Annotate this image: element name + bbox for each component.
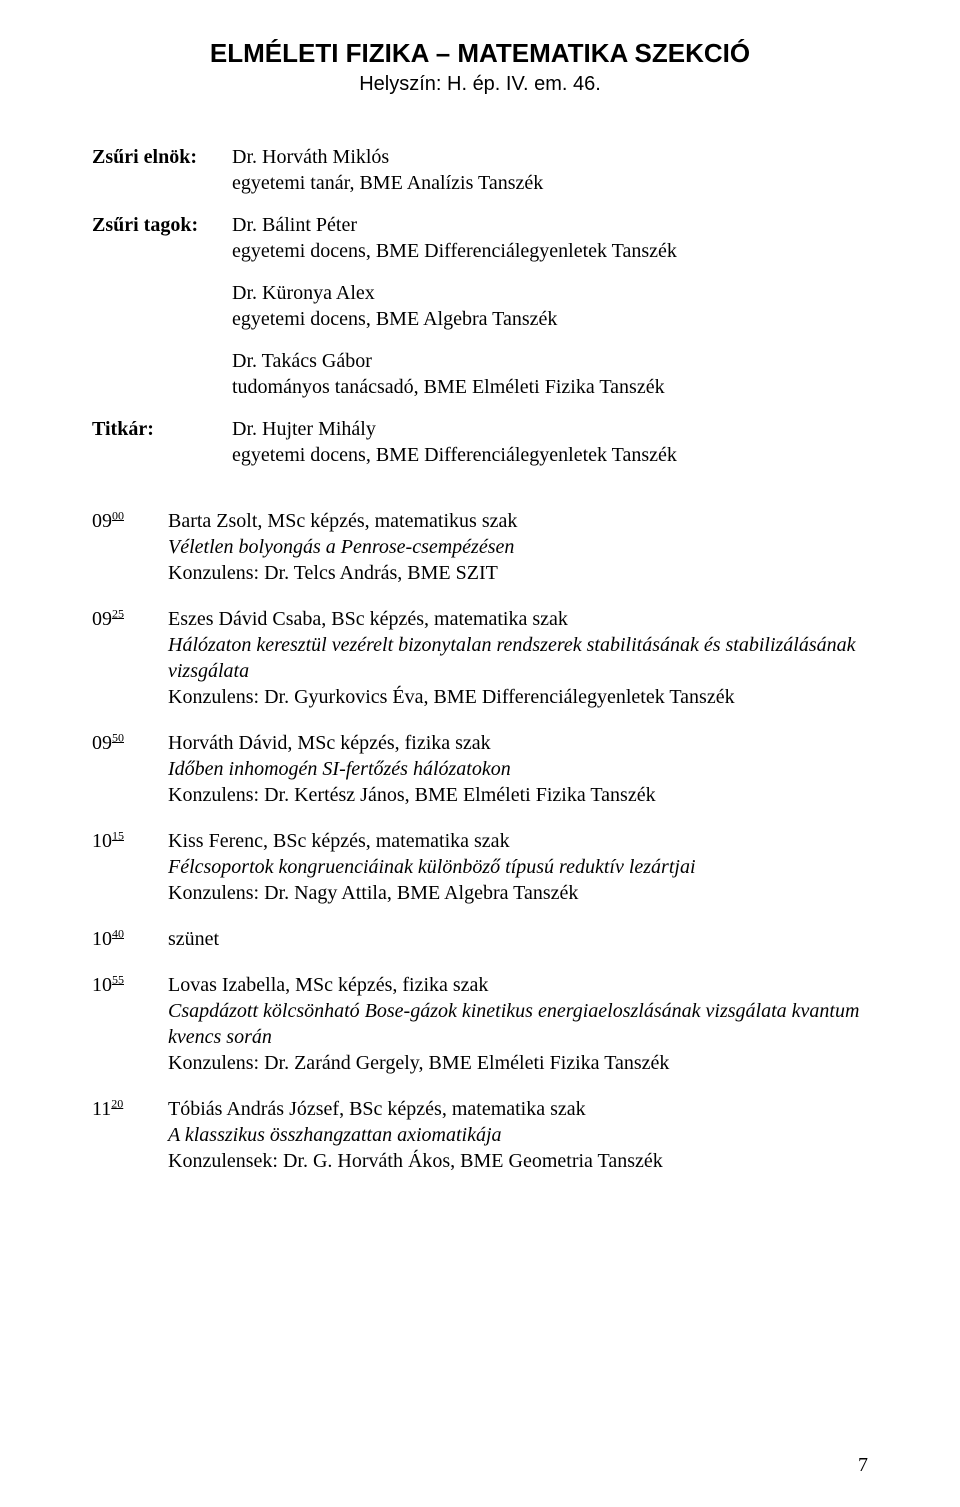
consultant-line: Konzulens: Dr. Kertész János, BME Elméle…: [168, 782, 868, 808]
jury-people: Dr. Horváth Miklós egyetemi tanár, BME A…: [232, 144, 868, 196]
time-minute: 40: [112, 926, 124, 940]
schedule-row: 1055 Lovas Izabella, MSc képzés, fizika …: [92, 972, 868, 1076]
jury-row-secretary: Titkár: Dr. Hujter Mihály egyetemi docen…: [92, 416, 868, 468]
schedule-row: 1120 Tóbiás András József, BSc képzés, m…: [92, 1096, 868, 1174]
schedule-entry: Horváth Dávid, MSc képzés, fizika szak I…: [168, 730, 868, 808]
jury-person-name: Dr. Hujter Mihály: [232, 416, 868, 442]
jury-block: Zsűri elnök: Dr. Horváth Miklós egyetemi…: [92, 144, 868, 468]
jury-people: Dr. Bálint Péter egyetemi docens, BME Di…: [232, 212, 868, 400]
consultant-line: Konzulens: Dr. Gyurkovics Éva, BME Diffe…: [168, 684, 868, 710]
location-line: Helyszín: H. ép. IV. em. 46.: [92, 73, 868, 96]
time-hour: 11: [92, 1098, 111, 1120]
talk-title: Véletlen bolyongás a Penrose-csempézésen: [168, 534, 868, 560]
jury-person-title: egyetemi docens, BME Differenciálegyenle…: [232, 442, 868, 468]
time-hour: 10: [92, 830, 112, 852]
jury-person: Dr. Horváth Miklós egyetemi tanár, BME A…: [232, 144, 868, 196]
jury-person-title: egyetemi docens, BME Algebra Tanszék: [232, 306, 868, 332]
consultant-line: Konzulens: Dr. Nagy Attila, BME Algebra …: [168, 880, 868, 906]
talk-title: Időben inhomogén SI-fertőzés hálózatokon: [168, 756, 868, 782]
schedule-row: 0900 Barta Zsolt, MSc képzés, matematiku…: [92, 508, 868, 586]
presenter-line: Lovas Izabella, MSc képzés, fizika szak: [168, 972, 868, 998]
schedule-time: 1055: [92, 972, 168, 998]
jury-person: Dr. Takács Gábor tudományos tanácsadó, B…: [232, 348, 868, 400]
time-minute: 25: [112, 606, 124, 620]
time-hour: 09: [92, 510, 112, 532]
schedule-time: 1015: [92, 828, 168, 854]
jury-role-label: Titkár:: [92, 416, 232, 442]
jury-person-name: Dr. Horváth Miklós: [232, 144, 868, 170]
presenter-line: Horváth Dávid, MSc képzés, fizika szak: [168, 730, 868, 756]
schedule-time: 0950: [92, 730, 168, 756]
schedule-time: 0925: [92, 606, 168, 632]
jury-person-title: egyetemi docens, BME Differenciálegyenle…: [232, 238, 868, 264]
jury-person: Dr. Bálint Péter egyetemi docens, BME Di…: [232, 212, 868, 264]
time-minute: 50: [112, 730, 124, 744]
section-title: ELMÉLETI FIZIKA – MATEMATIKA SZEKCIÓ: [92, 38, 868, 69]
page: ELMÉLETI FIZIKA – MATEMATIKA SZEKCIÓ Hel…: [0, 0, 960, 1507]
jury-people: Dr. Hujter Mihály egyetemi docens, BME D…: [232, 416, 868, 468]
talk-title: Csapdázott kölcsönható Bose-gázok kineti…: [168, 998, 868, 1050]
jury-person-name: Dr. Takács Gábor: [232, 348, 868, 374]
presenter-line: Kiss Ferenc, BSc képzés, matematika szak: [168, 828, 868, 854]
schedule-entry: szünet: [168, 926, 868, 952]
jury-role-label: Zsűri elnök:: [92, 144, 232, 170]
time-minute: 15: [112, 828, 124, 842]
schedule-time: 1120: [92, 1096, 168, 1122]
time-minute: 55: [112, 972, 124, 986]
jury-person-name: Dr. Küronya Alex: [232, 280, 868, 306]
consultant-line: Konzulens: Dr. Zaránd Gergely, BME Elmél…: [168, 1050, 868, 1076]
talk-title: Hálózaton keresztül vezérelt bizonytalan…: [168, 632, 868, 684]
consultant-line: Konzulensek: Dr. G. Horváth Ákos, BME Ge…: [168, 1148, 868, 1174]
time-minute: 20: [111, 1096, 123, 1110]
jury-person: Dr. Hujter Mihály egyetemi docens, BME D…: [232, 416, 868, 468]
schedule-time: 0900: [92, 508, 168, 534]
schedule-entry: Tóbiás András József, BSc képzés, matema…: [168, 1096, 868, 1174]
jury-person-name: Dr. Bálint Péter: [232, 212, 868, 238]
schedule-entry: Kiss Ferenc, BSc képzés, matematika szak…: [168, 828, 868, 906]
talk-title: Félcsoportok kongruenciáinak különböző t…: [168, 854, 868, 880]
presenter-line: Barta Zsolt, MSc képzés, matematikus sza…: [168, 508, 868, 534]
time-hour: 09: [92, 732, 112, 754]
presenter-line: Eszes Dávid Csaba, BSc képzés, matematik…: [168, 606, 868, 632]
break-label: szünet: [168, 926, 868, 952]
presenter-line: Tóbiás András József, BSc képzés, matema…: [168, 1096, 868, 1122]
jury-role-label: Zsűri tagok:: [92, 212, 232, 238]
schedule-row-break: 1040 szünet: [92, 926, 868, 952]
page-number: 7: [858, 1454, 868, 1477]
schedule-entry: Barta Zsolt, MSc képzés, matematikus sza…: [168, 508, 868, 586]
schedule-entry: Eszes Dávid Csaba, BSc képzés, matematik…: [168, 606, 868, 710]
talk-title: A klasszikus összhangzattan axiomatikája: [168, 1122, 868, 1148]
schedule-time: 1040: [92, 926, 168, 952]
time-hour: 09: [92, 608, 112, 630]
schedule-block: 0900 Barta Zsolt, MSc képzés, matematiku…: [92, 508, 868, 1174]
jury-row-president: Zsűri elnök: Dr. Horváth Miklós egyetemi…: [92, 144, 868, 196]
schedule-entry: Lovas Izabella, MSc képzés, fizika szak …: [168, 972, 868, 1076]
time-hour: 10: [92, 928, 112, 950]
jury-person-title: tudományos tanácsadó, BME Elméleti Fizik…: [232, 374, 868, 400]
consultant-line: Konzulens: Dr. Telcs András, BME SZIT: [168, 560, 868, 586]
jury-person: Dr. Küronya Alex egyetemi docens, BME Al…: [232, 280, 868, 332]
jury-row-members: Zsűri tagok: Dr. Bálint Péter egyetemi d…: [92, 212, 868, 400]
schedule-row: 1015 Kiss Ferenc, BSc képzés, matematika…: [92, 828, 868, 906]
jury-person-title: egyetemi tanár, BME Analízis Tanszék: [232, 170, 868, 196]
time-minute: 00: [112, 508, 124, 522]
time-hour: 10: [92, 974, 112, 996]
schedule-row: 0950 Horváth Dávid, MSc képzés, fizika s…: [92, 730, 868, 808]
schedule-row: 0925 Eszes Dávid Csaba, BSc képzés, mate…: [92, 606, 868, 710]
